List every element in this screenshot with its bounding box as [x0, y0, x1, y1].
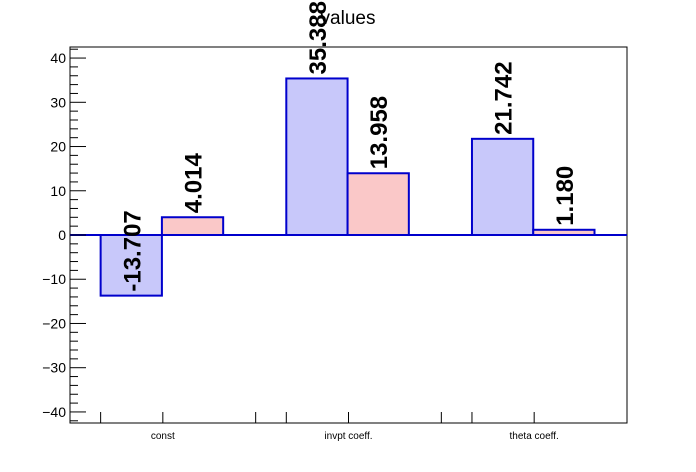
category-label: theta coeff. — [510, 431, 559, 442]
y-tick-label: 40 — [50, 50, 66, 66]
data-label-series2-3: 1.180 — [552, 166, 579, 226]
category-label: invpt coeff. — [324, 431, 372, 442]
bar-series1-3 — [470, 137, 535, 236]
y-tick-label: −20 — [42, 315, 66, 331]
bar-series1-2 — [285, 77, 349, 236]
chart-title: values — [321, 8, 376, 29]
y-tick-label: 20 — [50, 139, 66, 155]
data-label-series2-2: 13.958 — [366, 96, 393, 169]
data-label-series2-1: 4.014 — [181, 153, 208, 214]
y-tick-label: 0 — [58, 227, 66, 243]
data-label-series1-3: 21.742 — [491, 61, 518, 134]
data-label-series1-2: 35.388 — [305, 1, 332, 74]
y-tick-label: −10 — [42, 271, 66, 287]
bar-series1-1 — [99, 234, 163, 297]
y-tick-label: −30 — [42, 360, 66, 376]
category-label: const — [151, 431, 175, 442]
bar-series2-1 — [160, 216, 225, 237]
data-label-series1-1: -13.707 — [119, 210, 146, 291]
y-tick-label: −40 — [42, 404, 66, 420]
y-tick-label: 30 — [50, 94, 66, 110]
y-tick-label: 10 — [50, 183, 66, 199]
bar-series2-2 — [346, 172, 410, 236]
